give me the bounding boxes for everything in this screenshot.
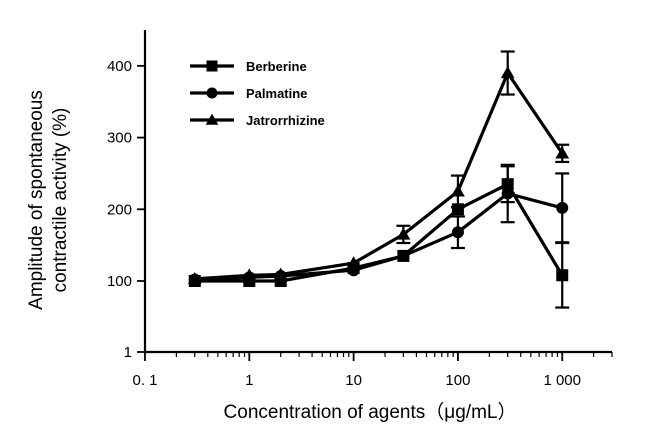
square-marker <box>206 60 218 72</box>
triangle-marker <box>555 146 570 159</box>
x-tick-label: 10 <box>345 372 362 389</box>
y-tick-label: 400 <box>107 58 132 75</box>
error-bars <box>396 50 570 309</box>
triangle-marker <box>187 271 202 285</box>
triangle-marker <box>242 268 257 281</box>
triangle-marker <box>451 184 465 197</box>
axes <box>143 30 612 354</box>
y-axis-title-line-2: contractile activity (%) <box>50 108 71 293</box>
x-tick-label: 100 <box>445 372 470 389</box>
circle-marker <box>206 87 218 99</box>
square-marker <box>501 178 514 191</box>
square-marker <box>451 203 464 216</box>
legend-label: Berberine <box>246 59 307 74</box>
circle-marker <box>501 187 514 200</box>
y-tick-label: 300 <box>107 130 132 147</box>
circle-marker <box>451 226 464 239</box>
series-markers <box>187 66 570 288</box>
square-marker <box>556 269 569 282</box>
y-axis-title-line-1: Amplitude of spontaneous <box>26 90 47 310</box>
triangle-marker <box>500 66 515 79</box>
legend-label: Palmatine <box>246 86 307 101</box>
triangle-marker <box>273 267 288 280</box>
legend: Berberine Palmatine Jatrorrhizine <box>190 59 325 128</box>
x-tick-label: 0. 1 <box>132 372 157 389</box>
x-tick-label: 1 <box>245 372 253 389</box>
y-tick-label: 200 <box>107 201 132 218</box>
x-axis-title: Concentration of agents（μg/mL） <box>224 401 517 423</box>
triangle-marker <box>205 113 219 125</box>
triangle-marker <box>396 227 411 240</box>
circle-marker <box>397 249 410 262</box>
legend-label: Jatrorrhizine <box>246 113 325 128</box>
y-tick-label: 100 <box>107 273 132 290</box>
triangle-marker <box>346 256 361 269</box>
y-tick-label: 1 <box>124 344 132 361</box>
x-tick-label: 1 000 <box>543 372 581 389</box>
circle-marker <box>556 201 569 214</box>
